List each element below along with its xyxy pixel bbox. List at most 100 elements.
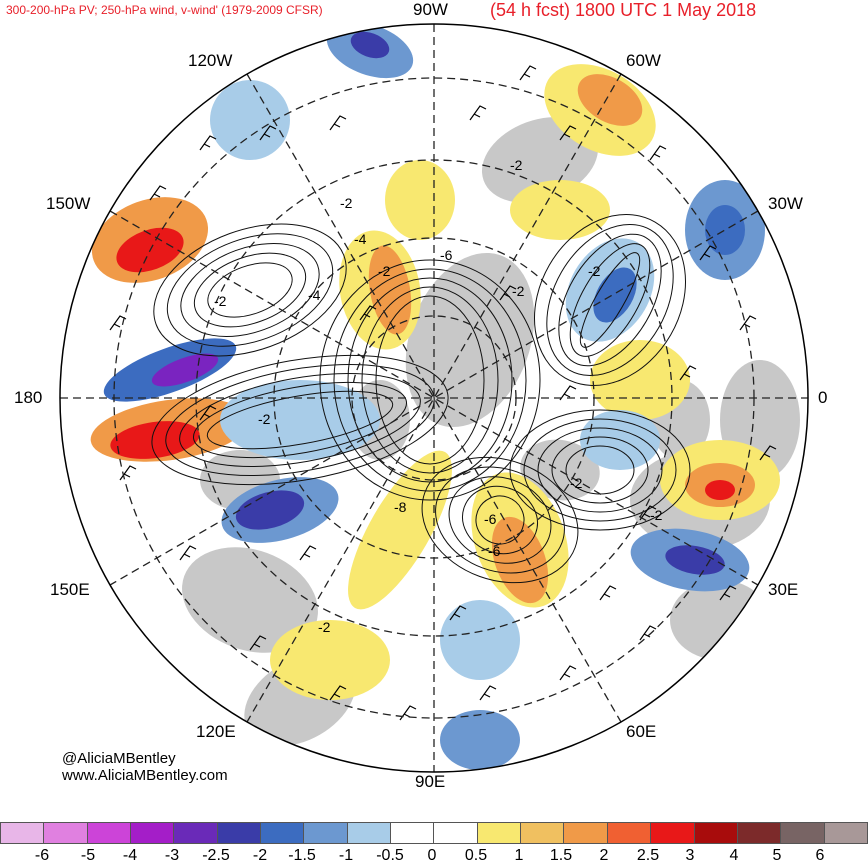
wind-contour bbox=[569, 243, 651, 357]
colorbar-swatch bbox=[651, 822, 695, 844]
pv-anomaly-region bbox=[151, 353, 219, 387]
colorbar-swatch bbox=[347, 822, 392, 844]
wind-contour bbox=[448, 476, 552, 564]
contour-label: -6 bbox=[440, 247, 453, 263]
wind-contour bbox=[537, 427, 663, 513]
lon-label-0: 0 bbox=[818, 388, 828, 407]
wind-barb bbox=[479, 685, 497, 701]
wind-barb bbox=[259, 125, 277, 141]
colorbar-swatch bbox=[261, 822, 305, 844]
contour-label: -2 bbox=[510, 157, 523, 173]
pv-anomaly-region bbox=[270, 620, 390, 700]
colorbar-label: 2.5 bbox=[636, 847, 660, 864]
land-mass bbox=[182, 547, 318, 653]
wind-contour bbox=[166, 233, 334, 347]
pv-anomaly-region bbox=[491, 516, 549, 604]
colorbar-label: -4 bbox=[122, 847, 138, 864]
contour-label: -6 bbox=[488, 543, 501, 559]
colorbar-swatch bbox=[477, 822, 522, 844]
pv-colorbar bbox=[0, 822, 868, 844]
wind-contour bbox=[361, 286, 499, 474]
pv-anomaly-region bbox=[577, 74, 643, 126]
pv-anomaly-region bbox=[235, 490, 305, 530]
pv-anomaly-region bbox=[110, 421, 200, 459]
map-boundary bbox=[59, 23, 809, 773]
colorbar-swatch bbox=[607, 822, 652, 844]
contour-label: -4 bbox=[354, 231, 367, 247]
pv-anomaly-region bbox=[210, 80, 290, 160]
pv-anomaly-region bbox=[220, 380, 380, 460]
pv-anomaly-region bbox=[665, 545, 725, 575]
colorbar-label: 2 bbox=[599, 847, 609, 864]
wind-barb bbox=[739, 315, 757, 331]
wind-barb bbox=[699, 245, 717, 261]
wind-contour bbox=[319, 259, 541, 501]
contour-labels: -2 -2 -2 -4 -6 -2 -2 -2 -6 -2 -8 -2 -2 -2 -6 -4 bbox=[214, 157, 663, 635]
colorbar-label: 6 bbox=[815, 847, 825, 864]
wind-contour bbox=[153, 223, 347, 357]
wind-barb bbox=[199, 135, 217, 151]
colorbar-swatch bbox=[824, 822, 868, 844]
contour-label: -2 bbox=[512, 283, 525, 299]
pv-anomaly-region bbox=[440, 600, 520, 680]
wind-barb bbox=[179, 545, 197, 561]
colorbar-swatch bbox=[131, 822, 175, 844]
colorbar-label: -5 bbox=[80, 847, 96, 864]
wind-contour bbox=[475, 495, 525, 545]
pv-anomaly-region bbox=[705, 480, 735, 500]
lon-label-90e: 90E bbox=[415, 772, 446, 791]
lon-label-120w: 120W bbox=[188, 51, 233, 70]
pv-anomaly-region bbox=[705, 205, 745, 255]
wind-barbs bbox=[109, 65, 777, 721]
wind-contour bbox=[375, 295, 485, 465]
colorbar-label: 5 bbox=[772, 847, 782, 864]
land-mass bbox=[670, 580, 770, 660]
colorbar-swatch bbox=[87, 822, 132, 844]
wind-contour bbox=[165, 363, 435, 477]
credit-website: www.AliciaMBentley.com bbox=[62, 767, 228, 784]
wind-contour bbox=[151, 354, 449, 486]
colorbar-label: 4 bbox=[729, 847, 739, 864]
lon-label-60w: 60W bbox=[626, 51, 661, 70]
wind-contour bbox=[421, 456, 579, 584]
colorbar-label: -2 bbox=[252, 847, 268, 864]
lon-label-60e: 60E bbox=[626, 722, 657, 741]
wind-contour bbox=[179, 373, 421, 467]
wind-contour bbox=[180, 242, 320, 338]
colorbar-label: -1.5 bbox=[288, 847, 316, 864]
wind-contour bbox=[333, 268, 527, 492]
contour-label: -2 bbox=[318, 619, 331, 635]
colorbar-label: 1.5 bbox=[549, 847, 573, 864]
colorbar-label: -2.5 bbox=[202, 847, 230, 864]
wind-contour bbox=[207, 262, 293, 318]
contour-label: -2 bbox=[588, 263, 601, 279]
wind-barb bbox=[559, 665, 577, 681]
wind-barb bbox=[329, 115, 347, 131]
land-mass bbox=[520, 439, 600, 501]
lon-label-90w: 90W bbox=[413, 0, 448, 19]
wind-barb bbox=[199, 405, 217, 421]
pv-anomaly-region bbox=[368, 245, 412, 335]
colorbar-label: -0.5 bbox=[376, 847, 404, 864]
wind-contour bbox=[509, 409, 691, 531]
colorbar-label: -1 bbox=[338, 847, 354, 864]
wind-barb bbox=[599, 585, 617, 601]
colorbar-swatch bbox=[304, 822, 348, 844]
wind-barb bbox=[329, 685, 347, 701]
lon-label-180: 180 bbox=[14, 388, 43, 407]
wind-barb bbox=[499, 285, 517, 301]
lon-label-120e: 120E bbox=[196, 722, 236, 741]
wind-contour bbox=[462, 485, 538, 555]
wind-contour bbox=[192, 381, 408, 459]
colorbar-swatch bbox=[737, 822, 782, 844]
plot-title-variables: 300-200-hPa PV; 250-hPa wind, v-wind' (1… bbox=[6, 3, 323, 17]
wind-barb bbox=[719, 585, 737, 601]
pv-anomaly-region bbox=[350, 31, 390, 59]
contour-label: -2 bbox=[340, 195, 353, 211]
colorbar-label: -6 bbox=[34, 847, 50, 864]
pv-anomaly-region bbox=[510, 180, 610, 240]
contour-label: -2 bbox=[650, 507, 663, 523]
contour-label: -6 bbox=[484, 511, 497, 527]
colorbar-swatch bbox=[434, 822, 478, 844]
colorbar-label: 3 bbox=[685, 847, 695, 864]
